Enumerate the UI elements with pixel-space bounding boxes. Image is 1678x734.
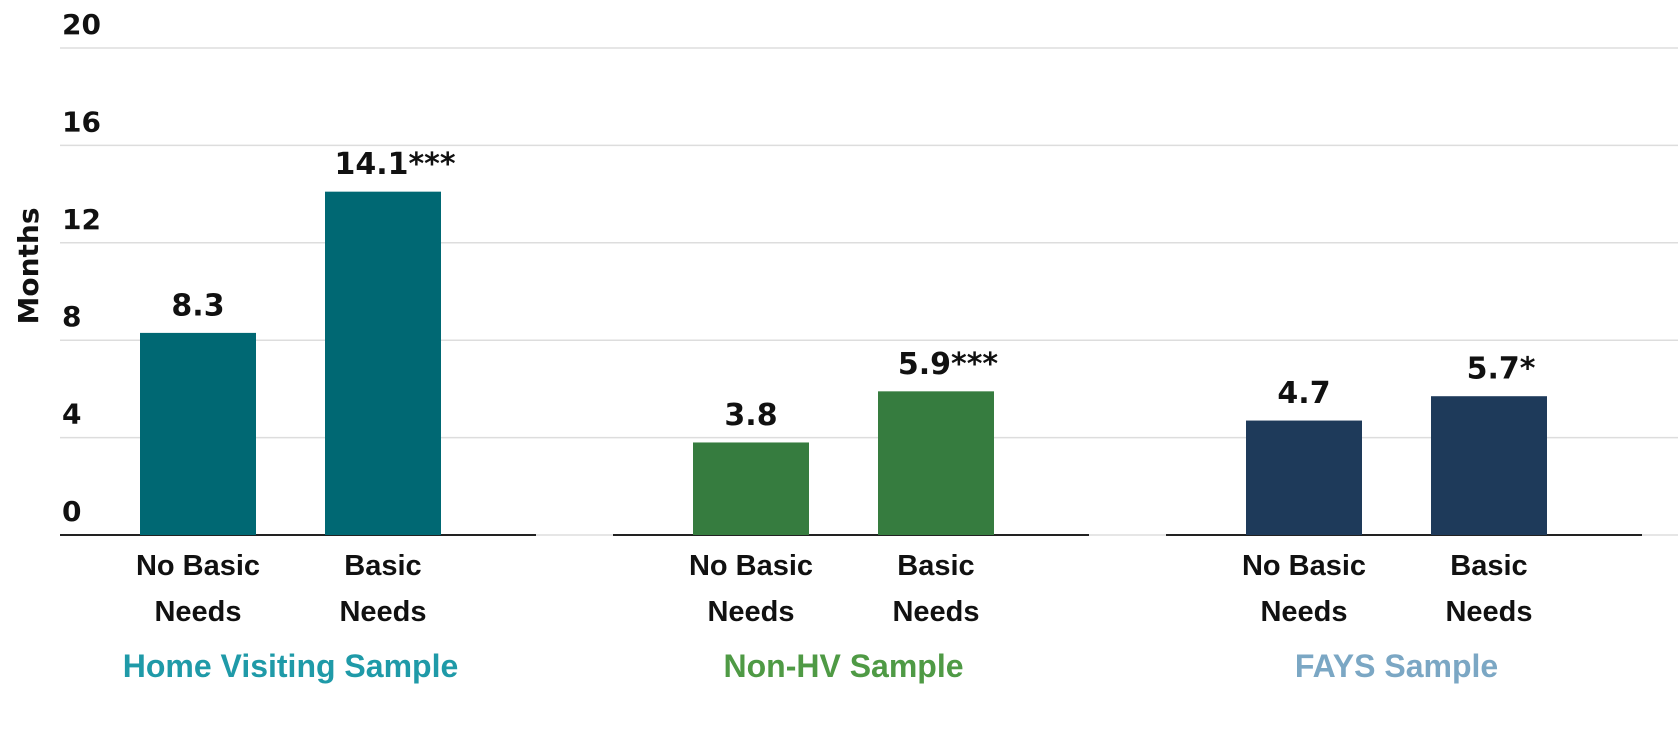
bar (1246, 420, 1362, 535)
bar (693, 442, 809, 535)
group-label: Home Visiting Sample (122, 648, 459, 684)
y-tick-label: 8 (62, 300, 81, 333)
group-label: FAYS Sample (1294, 648, 1499, 684)
value-label: 5.7* (1467, 352, 1536, 387)
y-tick-label: 0 (62, 495, 81, 528)
value-label: 8.3 (171, 288, 224, 323)
x-tick-label: Basic Needs (339, 550, 427, 628)
group-label: Non-HV Sample (723, 648, 964, 684)
y-tick-label: 4 (62, 398, 81, 431)
x-tick-label: No Basic Needs (688, 550, 814, 628)
x-tick-label: Basic Needs (1445, 550, 1533, 628)
x-tick-label: No Basic Needs (135, 550, 261, 628)
y-tick-label: 16 (62, 105, 101, 138)
x-tick-label: No Basic Needs (1241, 550, 1367, 628)
bar (878, 391, 994, 535)
x-tick-label: Basic Needs (892, 550, 980, 628)
y-axis-label: Months (12, 207, 45, 324)
value-label: 4.7 (1277, 376, 1330, 411)
bar (1431, 396, 1547, 535)
bar (140, 332, 256, 535)
y-tick-label: 20 (62, 8, 101, 41)
value-label: 3.8 (724, 398, 777, 433)
y-tick-label: 12 (62, 203, 101, 236)
bar (325, 191, 441, 536)
value-label: 14.1*** (334, 147, 455, 182)
value-label: 5.9*** (898, 347, 999, 382)
